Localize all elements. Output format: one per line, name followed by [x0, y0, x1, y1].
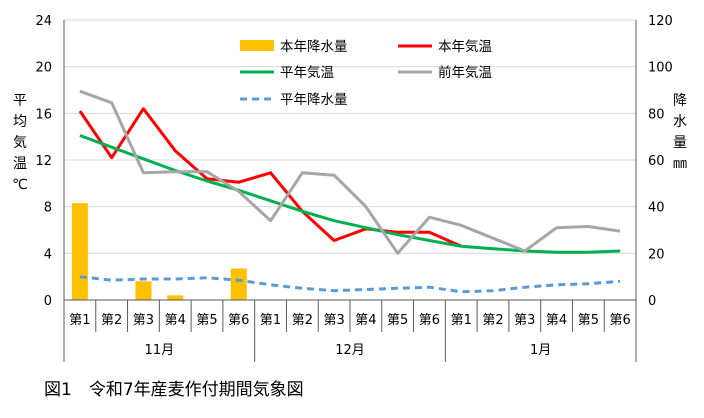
- x-tick-label: 第6: [228, 313, 249, 328]
- legend-item: 平年気温: [240, 65, 334, 81]
- y-left-tick-label: 4: [44, 247, 52, 262]
- x-tick-label: 第3: [133, 313, 154, 328]
- y-right-title-char: 量: [673, 135, 687, 151]
- y-left-tick-label: 16: [35, 107, 52, 122]
- x-tick-label: 第4: [546, 313, 567, 328]
- bar-本年降水量: [230, 268, 247, 300]
- x-tick-label: 第5: [578, 313, 599, 328]
- x-tick-label: 第1: [451, 313, 472, 328]
- y-right-title-char: 水: [673, 114, 687, 130]
- legend-label: 前年気温: [438, 64, 492, 81]
- legend-swatch: [240, 40, 274, 51]
- y-right-tick-label: 20: [648, 247, 665, 262]
- y-left-title-char: ℃: [12, 177, 28, 193]
- line-平年降水量: [79, 275, 621, 294]
- month-label: 11月: [145, 343, 175, 358]
- bar-本年降水量: [167, 295, 184, 300]
- y-right-tick-label: 100: [648, 61, 673, 76]
- precipitation-bars: [71, 203, 247, 300]
- x-tick-label: 第3: [323, 313, 344, 328]
- legend-label: 本年気温: [438, 39, 492, 55]
- series-lines: [78, 89, 621, 294]
- figure-caption: 図1 令和7年産麦作付期間気象図: [44, 380, 304, 400]
- y-left-title-char: 温: [13, 156, 27, 172]
- x-tick-label: 第1: [260, 313, 281, 328]
- y-right-tick-label: 40: [648, 201, 665, 216]
- bar-本年降水量: [71, 203, 88, 300]
- x-tick-label: 第4: [165, 313, 186, 328]
- x-tick-label: 第5: [387, 313, 408, 328]
- legend-label: 平年気温: [280, 65, 334, 81]
- y-left-tick-label: 20: [35, 61, 52, 76]
- x-tick-label: 第2: [292, 313, 313, 328]
- y-right-tick-label: 80: [648, 107, 665, 122]
- line-平年気温: [79, 134, 621, 254]
- y-left-tick-label: 8: [44, 201, 52, 216]
- x-tick-label: 第2: [482, 313, 503, 328]
- x-tick-label: 第6: [609, 313, 630, 328]
- x-tick-label: 第4: [355, 313, 376, 328]
- x-tick-label: 第3: [514, 313, 535, 328]
- x-tick-label: 第2: [101, 313, 122, 328]
- x-tick-label: 第6: [419, 313, 440, 328]
- y-left-tick-label: 0: [44, 294, 52, 309]
- x-tick-label: 第1: [69, 313, 90, 328]
- legend-item: 平年降水量: [240, 92, 348, 108]
- line-前年気温: [79, 89, 621, 255]
- y-right-title-char: ㎜: [673, 156, 687, 172]
- y-right-tick-label: 0: [648, 294, 656, 309]
- y-left-title-char: 均: [13, 114, 27, 130]
- legend-item: 前年気温: [398, 64, 492, 81]
- month-label: 12月: [335, 343, 365, 358]
- y-right-title-char: 降: [673, 93, 687, 109]
- x-tick-label: 第5: [196, 313, 217, 328]
- line-本年気温: [78, 107, 462, 248]
- y-left-tick-label: 24: [35, 14, 52, 29]
- grid-lines: [64, 19, 636, 301]
- y-left-title-char: 気: [13, 135, 27, 151]
- legend-label: 本年降水量: [280, 39, 348, 55]
- y-right-tick-label: 120: [648, 14, 673, 29]
- legend-label: 平年降水量: [280, 92, 348, 108]
- legend-item: 本年降水量: [240, 39, 348, 55]
- y-right-tick-label: 60: [648, 154, 665, 169]
- y-left-tick-label: 12: [35, 154, 52, 169]
- bar-本年降水量: [135, 281, 152, 300]
- y-left-title-char: 平: [13, 93, 27, 109]
- month-label: 1月: [530, 343, 551, 358]
- legend-item: 本年気温: [398, 39, 492, 55]
